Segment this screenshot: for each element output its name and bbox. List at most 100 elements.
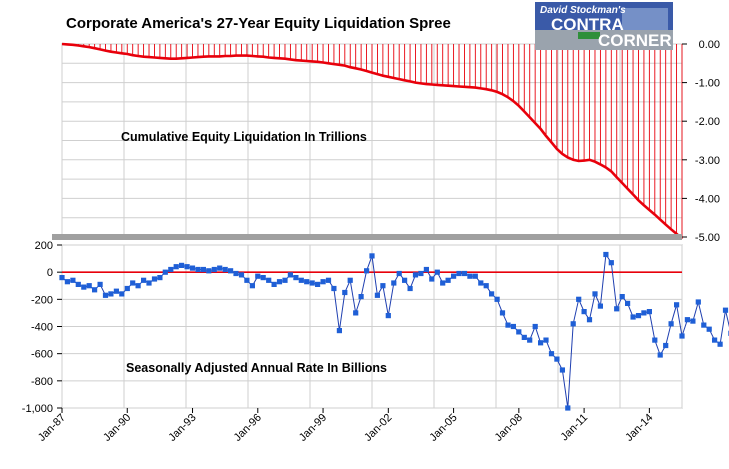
bottom-data-point bbox=[614, 306, 620, 312]
bottom-data-point bbox=[249, 283, 255, 289]
bottom-data-point bbox=[364, 268, 370, 274]
top-series-line bbox=[61, 42, 683, 240]
bottom-data-point bbox=[255, 273, 261, 279]
bottom-data-point bbox=[157, 275, 163, 281]
bottom-data-point bbox=[124, 285, 130, 292]
bottom-data-point bbox=[222, 266, 228, 273]
bottom-data-point bbox=[119, 291, 125, 297]
chart-title: Corporate America's 27-Year Equity Liqui… bbox=[66, 15, 451, 32]
x-tick-label: Jan-87 bbox=[36, 412, 68, 444]
bottom-data-point bbox=[151, 276, 158, 282]
bottom-data-point bbox=[690, 318, 696, 324]
bottom-data-point bbox=[64, 279, 70, 285]
bottom-data-point bbox=[380, 283, 386, 289]
x-tick-label: Jan-99 bbox=[297, 412, 329, 444]
bottom-data-point bbox=[391, 280, 397, 286]
bottom-data-point bbox=[554, 356, 560, 362]
bottom-data-point bbox=[597, 303, 603, 309]
bottom-data-point bbox=[92, 287, 98, 293]
bottom-data-point bbox=[195, 266, 201, 273]
bottom-data-point bbox=[527, 337, 533, 343]
bottom-annotation: Seasonally Adjusted Annual Rate In Billi… bbox=[126, 361, 387, 375]
bottom-data-point bbox=[505, 322, 511, 328]
bottom-data-point bbox=[325, 277, 332, 283]
bottom-data-point bbox=[565, 405, 571, 411]
bottom-data-point bbox=[347, 277, 353, 283]
bottom-data-point bbox=[146, 280, 152, 286]
bottom-data-point bbox=[81, 284, 87, 290]
bottom-data-point bbox=[168, 266, 174, 273]
bottom-y-axis-ticks: 200 0 -200 -400 -600 -800 -1,000 bbox=[22, 240, 62, 415]
bottom-data-point bbox=[674, 302, 680, 308]
bottom-data-point bbox=[451, 273, 457, 279]
bottom-data-point bbox=[402, 277, 408, 283]
top-y-tick-label: -4.00 bbox=[695, 193, 720, 205]
bottom-data-point bbox=[353, 310, 359, 316]
bottom-data-point bbox=[434, 269, 440, 275]
bottom-data-point bbox=[440, 280, 446, 286]
bottom-data-point bbox=[102, 292, 109, 298]
bottom-data-point bbox=[342, 289, 348, 296]
bottom-data-point bbox=[456, 270, 462, 277]
bottom-data-point bbox=[59, 275, 65, 281]
bottom-data-point bbox=[412, 272, 419, 278]
bottom-data-point bbox=[407, 285, 413, 292]
top-y-tick-label: -2.00 bbox=[695, 116, 720, 128]
bottom-data-point bbox=[189, 265, 196, 271]
bottom-data-point bbox=[543, 337, 549, 343]
top-fill-bars bbox=[66, 44, 683, 239]
bottom-data-point bbox=[244, 277, 250, 283]
x-tick-label: Jan-93 bbox=[166, 412, 198, 444]
bottom-data-point bbox=[298, 277, 304, 283]
bottom-data-point bbox=[173, 264, 179, 270]
top-y-axis-ticks: 0.00 -1.00 -2.00 -3.00 -4.00 -5.00 bbox=[682, 39, 720, 244]
bottom-y-tick-label: -1,000 bbox=[22, 403, 53, 415]
top-y-tick-label: 0.00 bbox=[699, 39, 720, 51]
bottom-data-point bbox=[374, 292, 380, 298]
bottom-data-point bbox=[467, 273, 473, 279]
bottom-data-point bbox=[418, 270, 424, 277]
bottom-data-point bbox=[369, 253, 375, 259]
x-tick-label: Jan-96 bbox=[232, 412, 264, 444]
bottom-y-tick-label: 0 bbox=[47, 267, 53, 279]
bottom-data-point bbox=[271, 281, 277, 287]
bottom-data-point bbox=[570, 321, 576, 327]
bottom-data-point bbox=[130, 280, 136, 286]
bottom-data-point bbox=[200, 266, 206, 273]
bottom-data-point bbox=[358, 294, 364, 300]
bottom-data-point bbox=[521, 334, 527, 340]
bottom-data-point bbox=[499, 310, 506, 316]
bottom-data-point bbox=[559, 367, 565, 373]
bottom-data-point bbox=[657, 352, 663, 358]
x-tick-label: Jan-05 bbox=[427, 412, 459, 444]
bottom-data-point bbox=[113, 288, 119, 294]
bottom-data-point bbox=[532, 323, 538, 330]
bottom-data-point bbox=[668, 321, 674, 327]
bottom-data-point bbox=[266, 277, 272, 283]
top-y-tick-label: -3.00 bbox=[695, 155, 720, 167]
bottom-data-point bbox=[331, 285, 337, 292]
logo-top-text: David Stockman's bbox=[540, 5, 626, 16]
bottom-data-point bbox=[70, 277, 76, 283]
bottom-data-point bbox=[635, 313, 642, 319]
top-annotation: Cumulative Equity Liquidation In Trillio… bbox=[121, 130, 367, 144]
bottom-data-point bbox=[494, 296, 500, 302]
bottom-data-point bbox=[211, 266, 217, 273]
bottom-data-point bbox=[717, 341, 723, 347]
bottom-data-point bbox=[548, 351, 555, 357]
bottom-data-point bbox=[320, 279, 326, 285]
x-tick-label: Jan-90 bbox=[101, 412, 133, 444]
logo-word-corner: CORNER bbox=[598, 31, 672, 50]
bottom-data-point bbox=[217, 265, 223, 271]
bottom-data-point bbox=[663, 342, 669, 349]
bottom-data-point bbox=[228, 268, 234, 274]
bottom-data-point bbox=[630, 314, 636, 320]
bottom-data-point bbox=[304, 279, 310, 285]
bottom-data-point bbox=[276, 279, 283, 285]
bottom-y-tick-label: 200 bbox=[35, 240, 53, 252]
bottom-data-point bbox=[646, 309, 652, 315]
bottom-data-point bbox=[538, 340, 544, 346]
bottom-data-point bbox=[483, 283, 489, 289]
bottom-data-point bbox=[141, 277, 147, 283]
bottom-data-point bbox=[652, 337, 658, 343]
